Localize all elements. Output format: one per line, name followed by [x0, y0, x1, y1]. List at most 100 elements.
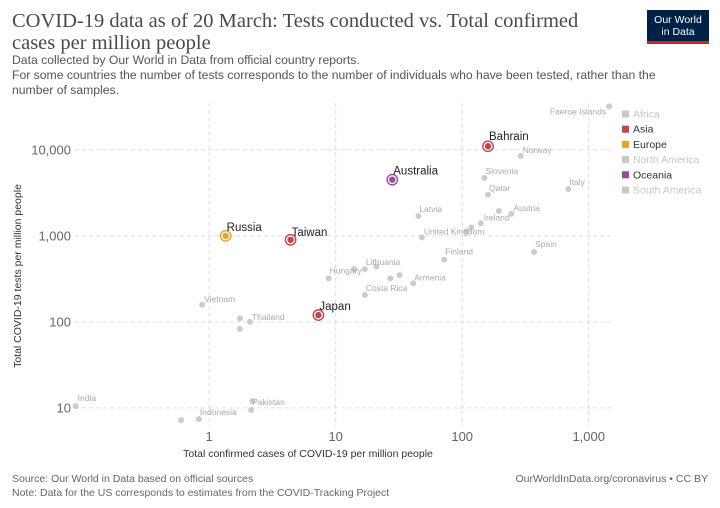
- legend-label-north-america[interactable]: North America: [633, 154, 700, 166]
- label-indonesia: Indonesia: [200, 407, 237, 417]
- source-text: Source: Our World in Data based on offic…: [12, 473, 254, 485]
- x-tick-label: 1,000: [572, 429, 605, 444]
- point-armenia[interactable]: [410, 280, 417, 287]
- legend-swatch-europe[interactable]: [622, 140, 629, 148]
- legend-swatch-asia[interactable]: [622, 125, 629, 133]
- point-norway[interactable]: [517, 152, 524, 159]
- point-labels-layer: Bahrain Australia Russia Taiwan Japan Faeroe …: [78, 106, 607, 417]
- point-hungary[interactable]: [325, 275, 332, 282]
- label-taiwan: Taiwan: [292, 227, 328, 239]
- point-indonesia[interactable]: [195, 416, 202, 423]
- label-thailand: Thailand: [252, 312, 285, 322]
- point-vietnam[interactable]: [199, 301, 206, 308]
- label-faeroe-islands: Faeroe Islands: [550, 106, 606, 116]
- legend-label-asia[interactable]: Asia: [633, 124, 654, 136]
- point-unlabeled[interactable]: [387, 275, 394, 282]
- label-spain: Spain: [535, 239, 557, 249]
- point-unlabeled[interactable]: [468, 224, 475, 231]
- owid-logo[interactable]: Our World in Data: [647, 10, 709, 44]
- point-ireland[interactable]: [477, 220, 484, 227]
- point-australia-ring[interactable]: [386, 173, 399, 186]
- point-unlabeled[interactable]: [351, 266, 358, 273]
- label-vietnam: Vietnam: [204, 294, 235, 304]
- point-bahrain-ring[interactable]: [482, 140, 494, 153]
- chart-title: COVID-19 data as of 20 March: Tests cond…: [12, 10, 579, 54]
- label-slovenia: Slovenia: [485, 166, 518, 176]
- label-japan: Japan: [319, 301, 350, 313]
- point-spain[interactable]: [531, 248, 538, 255]
- x-tick-label: 1: [206, 429, 213, 444]
- url-license-link[interactable]: OurWorldInData.org/coronavirus • CC BY: [515, 473, 708, 485]
- point-finland[interactable]: [441, 256, 448, 263]
- point-india[interactable]: [72, 403, 79, 410]
- label-costa-rica: Costa Rica: [366, 283, 408, 293]
- label-qatar: Qatar: [489, 183, 510, 193]
- legend-label-africa[interactable]: Africa: [633, 109, 660, 121]
- point-thailand[interactable]: [246, 318, 253, 325]
- label-armenia: Armenia: [414, 272, 446, 282]
- logo-line: in Data: [661, 26, 695, 38]
- point-unlabeled[interactable]: [463, 228, 470, 235]
- point-unlabeled[interactable]: [396, 272, 403, 279]
- point-australia[interactable]: [389, 176, 396, 183]
- label-australia: Australia: [393, 166, 438, 178]
- label-italy: Italy: [569, 177, 585, 187]
- point-unlabeled[interactable]: [178, 417, 185, 424]
- label-hungary: Hungary: [330, 265, 363, 275]
- point-austria[interactable]: [508, 210, 515, 217]
- point-unlabeled[interactable]: [495, 207, 502, 214]
- point-russia[interactable]: [222, 232, 229, 240]
- point-pakistan[interactable]: [248, 406, 255, 413]
- points-layer: [72, 103, 613, 424]
- footer-right[interactable]: OurWorldInData.org/coronavirus • CC BY: [515, 472, 708, 486]
- legend-swatch-oceania[interactable]: [622, 171, 629, 179]
- chart-subtitle: Data collected by Our World in Data from…: [12, 53, 692, 98]
- legend-swatch-africa[interactable]: [622, 110, 629, 118]
- point-united-kingdom[interactable]: [418, 234, 425, 241]
- legend-label-oceania[interactable]: Oceania: [633, 169, 672, 181]
- legend-label-europe[interactable]: Europe: [633, 139, 667, 151]
- x-axis-title: Total confirmed cases of COVID-19 per mi…: [183, 448, 433, 460]
- point-latvia[interactable]: [415, 213, 422, 220]
- note-text: Note: Data for the US corresponds to est…: [12, 487, 390, 499]
- label-ireland: Ireland: [484, 212, 510, 222]
- x-tick-label: 10: [328, 429, 342, 444]
- point-unlabeled[interactable]: [236, 315, 243, 322]
- point-lithuania[interactable]: [361, 266, 368, 273]
- point-unlabeled[interactable]: [249, 398, 256, 405]
- y-tick-label: 100: [49, 314, 71, 329]
- label-finland: Finland: [445, 247, 473, 257]
- label-lithuania: Lithuania: [366, 257, 401, 267]
- x-tick-label: 100: [451, 429, 473, 444]
- y-tick-label: 10,000: [31, 142, 71, 157]
- label-russia: Russia: [227, 222, 263, 234]
- point-slovenia[interactable]: [481, 175, 488, 182]
- label-bahrain: Bahrain: [489, 131, 529, 143]
- point-taiwan-ring[interactable]: [284, 233, 297, 246]
- point-italy[interactable]: [565, 186, 572, 193]
- footer-left: Source: Our World in Data based on offic…: [12, 472, 389, 500]
- label-austria: Austria: [513, 203, 540, 213]
- point-japan-ring[interactable]: [312, 309, 325, 321]
- legend-swatch-south-america[interactable]: [622, 186, 629, 194]
- point-bahrain[interactable]: [484, 143, 492, 150]
- legend: Africa Asia Europe North America Oceania Sout…: [622, 109, 701, 197]
- point-japan[interactable]: [315, 311, 322, 319]
- y-axis-title: Total COVID-19 tests per million people: [12, 184, 24, 368]
- point-unlabeled[interactable]: [236, 325, 243, 332]
- point-unlabeled[interactable]: [373, 263, 380, 270]
- y-tick-label: 1,000: [38, 228, 71, 243]
- subtitle-line: number of samples.: [12, 83, 120, 97]
- label-pakistan: Pakistan: [252, 397, 285, 407]
- point-qatar[interactable]: [485, 191, 492, 198]
- label-india: India: [78, 393, 97, 403]
- point-taiwan[interactable]: [287, 236, 294, 243]
- point-russia-ring[interactable]: [219, 229, 232, 242]
- point-costa-rica[interactable]: [361, 292, 368, 299]
- point-faeroe-islands[interactable]: [606, 103, 613, 110]
- legend-swatch-north-america[interactable]: [622, 156, 629, 164]
- subtitle-line: For some countries the number of tests c…: [12, 68, 656, 82]
- grid-layer: 1 10 100 1,000 10 100 1,000 10,000: [31, 103, 611, 444]
- legend-label-south-america[interactable]: South America: [633, 185, 701, 197]
